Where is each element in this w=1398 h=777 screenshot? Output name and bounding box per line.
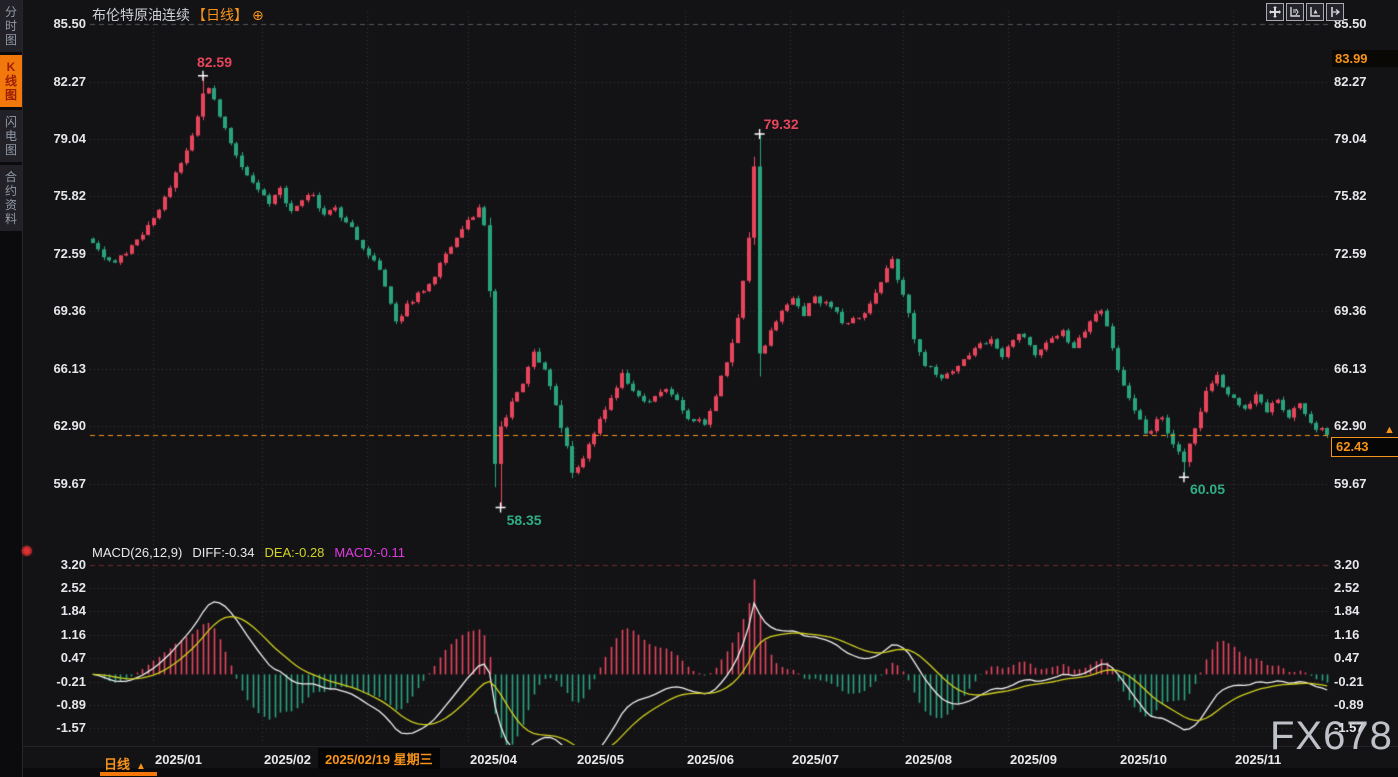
date-tick: 2025/08 xyxy=(905,752,952,767)
price-up-arrow-icon: ▲ xyxy=(1384,424,1395,436)
price-tick-right: 62.90 xyxy=(1334,418,1367,434)
macd-tick-right: -1.57 xyxy=(1334,720,1364,736)
macd-tick-left: 2.52 xyxy=(60,580,86,596)
y-axis-scale-icon[interactable] xyxy=(1306,3,1324,21)
price-tick-right: 66.13 xyxy=(1334,360,1367,376)
chart-toolbar xyxy=(1266,3,1344,21)
indicator-settings-icon[interactable]: ⊕ xyxy=(252,7,264,23)
upper-price-marker: 83.99 xyxy=(1332,50,1398,67)
period-selector-label: 日线 xyxy=(104,757,131,772)
timeline-scrollbar-thumb[interactable] xyxy=(100,772,157,776)
date-tick: 2025/07 xyxy=(792,752,839,767)
high-price-annotation: 79.32 xyxy=(763,116,799,133)
period-selector[interactable]: 日线 ▲ xyxy=(104,754,146,773)
date-tick: 2025/11 xyxy=(1235,752,1282,767)
chart-title: 布伦特原油连续 【日线】 ⊕ xyxy=(92,5,264,25)
macd-tick-right: -0.89 xyxy=(1334,696,1364,712)
date-tick: 2025/09 xyxy=(1010,752,1057,767)
instrument-name: 布伦特原油连续 xyxy=(92,7,190,23)
low-price-annotation: 60.05 xyxy=(1189,481,1225,498)
pan-tool-icon[interactable] xyxy=(1266,3,1284,21)
crosshair-date-readout: 2025/02/19 星期三 xyxy=(318,748,440,769)
price-tick-left: 69.36 xyxy=(53,303,86,319)
date-tick: 2025/04 xyxy=(470,752,517,767)
price-tick-left: 62.90 xyxy=(53,418,86,434)
macd-tick-left: 3.20 xyxy=(60,556,86,572)
last-price-readout: 62.43 xyxy=(1331,437,1398,457)
x-axis-scale-icon[interactable] xyxy=(1286,3,1304,21)
macd-tick-left: -1.57 xyxy=(56,720,86,736)
macd-tick-right: -0.21 xyxy=(1334,673,1364,689)
sidebar-item-lightning-chart[interactable]: 闪电图 xyxy=(0,110,22,162)
price-tick-right: 72.59 xyxy=(1334,245,1367,261)
macd-tick-left: -0.21 xyxy=(56,673,86,689)
macd-tick-right: 3.20 xyxy=(1334,556,1360,572)
macd-tick-left: 0.47 xyxy=(60,650,86,666)
price-tick-left: 82.27 xyxy=(53,73,86,89)
price-tick-left: 59.67 xyxy=(53,476,86,491)
macd-tick-right: 1.84 xyxy=(1334,603,1360,619)
bottom-strip xyxy=(22,768,1398,777)
date-tick: 2025/02 xyxy=(264,752,311,767)
macd-tick-right: 2.52 xyxy=(1334,580,1360,596)
price-tick-left: 75.82 xyxy=(53,188,86,204)
indicator-live-marker-icon: ✺ xyxy=(21,543,33,559)
macd-params-label: MACD(26,12,9) xyxy=(92,545,183,560)
price-tick-right: 75.82 xyxy=(1334,188,1367,204)
date-tick: 2025/10 xyxy=(1120,752,1167,767)
macd-diff-value: DIFF:-0.34 xyxy=(192,545,255,560)
macd-tick-left: -0.89 xyxy=(56,696,86,712)
price-tick-left: 72.59 xyxy=(53,245,86,261)
sidebar-item-time-share-chart[interactable]: 分时图 xyxy=(0,0,22,52)
period-tag: 【日线】 xyxy=(192,7,248,23)
macd-tick-left: 1.84 xyxy=(60,603,86,619)
price-tick-right: 59.67 xyxy=(1334,476,1367,491)
price-tick-left: 85.50 xyxy=(53,16,86,31)
macd-bar-value: MACD:-0.11 xyxy=(334,545,405,560)
low-price-annotation: 58.35 xyxy=(506,511,542,528)
price-tick-right: 69.36 xyxy=(1334,303,1367,319)
date-tick: 2025/06 xyxy=(687,752,734,767)
snap-to-latest-icon[interactable] xyxy=(1326,3,1344,21)
brand-watermark: FX678 xyxy=(1270,714,1393,758)
date-tick: 2025/05 xyxy=(577,752,624,767)
macd-tick-right: 0.47 xyxy=(1334,650,1360,666)
macd-tick-right: 1.16 xyxy=(1334,626,1360,642)
price-tick-left: 66.13 xyxy=(53,360,86,376)
macd-readout: MACD(26,12,9) DIFF:-0.34 DEA:-0.28 MACD:-0.… xyxy=(92,545,415,560)
axis-separator xyxy=(22,746,1398,747)
price-tick-right: 82.27 xyxy=(1334,73,1367,89)
period-dropdown-arrow-icon: ▲ xyxy=(136,761,146,772)
high-price-annotation: 82.59 xyxy=(196,53,233,70)
macd-dea-value: DEA:-0.28 xyxy=(264,545,325,560)
price-tick-left: 79.04 xyxy=(53,131,86,147)
sidebar-item-contract-info[interactable]: 合约资料 xyxy=(0,165,22,231)
price-tick-right: 79.04 xyxy=(1334,131,1367,147)
date-tick: 2025/01 xyxy=(155,752,202,767)
macd-tick-left: 1.16 xyxy=(60,626,86,642)
